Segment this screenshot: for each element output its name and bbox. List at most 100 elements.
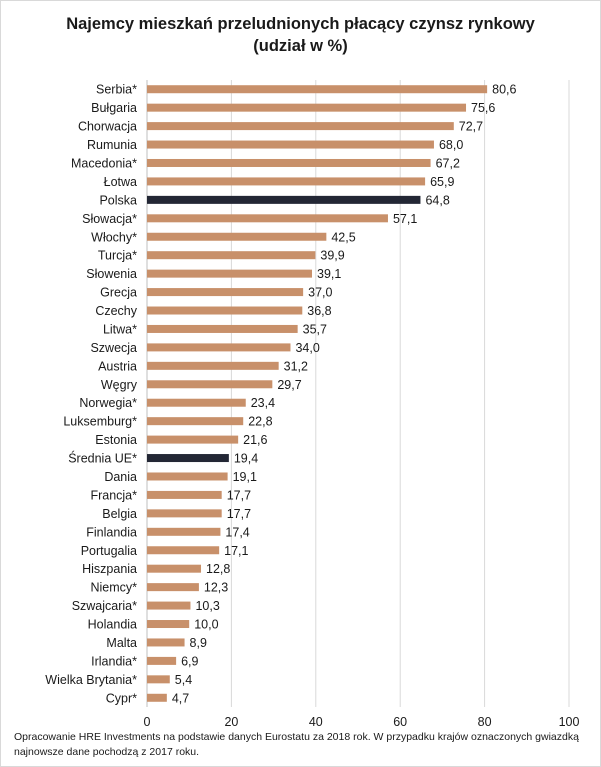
category-label-cypr: Cypr* (106, 691, 137, 705)
category-label-hiszpania: Hiszpania (82, 562, 137, 576)
value-label-czechy: 36,8 (307, 304, 331, 318)
value-label-belgia: 17,7 (227, 507, 251, 521)
x-tick-label-0: 0 (144, 715, 151, 729)
bar-macedonia (147, 158, 431, 167)
category-label-irlandia: Irlandia* (91, 654, 137, 668)
bar-wielka-brytania (147, 675, 170, 684)
value-label-litwa: 35,7 (303, 322, 327, 336)
bar-czechy (147, 306, 303, 315)
value-label-slowacja: 57,1 (393, 212, 417, 226)
value-label-turcja: 39,9 (320, 249, 344, 263)
x-tick-label-100: 100 (559, 715, 580, 729)
bar-rumunia (147, 140, 434, 149)
value-label-niemcy: 12,3 (204, 581, 228, 595)
value-label-hiszpania: 12,8 (206, 562, 230, 576)
x-tick-label-80: 80 (478, 715, 492, 729)
value-label-macedonia: 67,2 (436, 156, 460, 170)
bar-belgia (147, 509, 222, 518)
value-label-lotwa: 65,9 (430, 175, 454, 189)
category-label-srednia-ue: Średnia UE* (68, 451, 137, 466)
category-label-malta: Malta (106, 636, 137, 650)
category-label-niemcy: Niemcy* (90, 581, 137, 595)
value-label-norwegia: 23,4 (251, 396, 275, 410)
x-tick-label-60: 60 (393, 715, 407, 729)
category-label-wegry: Węgry (101, 378, 138, 392)
x-tick-label-20: 20 (224, 715, 238, 729)
x-tick-label-40: 40 (309, 715, 323, 729)
value-label-srednia-ue: 19,4 (234, 452, 258, 466)
category-label-holandia: Holandia (88, 618, 137, 632)
bar-irlandia (147, 656, 177, 665)
bar-chorwacja (147, 122, 454, 131)
category-label-estonia: Estonia (95, 433, 137, 447)
value-label-luksemburg: 22,8 (248, 415, 272, 429)
category-label-szwajcaria: Szwajcaria* (72, 599, 137, 613)
bar-litwa (147, 324, 298, 333)
bar-grecja (147, 288, 304, 297)
value-label-wielka-brytania: 5,4 (175, 673, 192, 687)
category-label-finlandia: Finlandia (86, 525, 137, 539)
bar-bulgaria (147, 103, 467, 112)
category-label-slowenia: Słowenia (86, 267, 137, 281)
bar-dania (147, 472, 228, 481)
bar-norwegia (147, 398, 246, 407)
value-label-szwecja: 34,0 (295, 341, 319, 355)
bar-polska (147, 195, 421, 204)
value-label-polska: 64,8 (425, 193, 449, 207)
category-label-wlochy: Włochy* (91, 230, 137, 244)
value-label-wegry: 29,7 (277, 378, 301, 392)
category-label-turcja: Turcja* (98, 249, 137, 263)
chart-title: Najemcy mieszkań przeludnionych płacący … (66, 15, 535, 33)
value-label-serbia: 80,6 (492, 83, 516, 97)
value-label-bulgaria: 75,6 (471, 101, 495, 115)
value-label-dania: 19,1 (233, 470, 257, 484)
value-label-francja: 17,7 (227, 488, 251, 502)
value-label-portugalia: 17,1 (224, 544, 248, 558)
category-label-lotwa: Łotwa (104, 175, 137, 189)
category-label-norwegia: Norwegia* (79, 396, 137, 410)
value-label-holandia: 10,0 (194, 618, 218, 632)
value-label-chorwacja: 72,7 (459, 120, 483, 134)
category-label-dania: Dania (104, 470, 137, 484)
category-label-litwa: Litwa* (103, 322, 137, 336)
category-label-wielka-brytania: Wielka Brytania* (45, 673, 137, 687)
category-label-slowacja: Słowacja* (82, 212, 137, 226)
bar-lotwa (147, 177, 426, 186)
category-label-belgia: Belgia (102, 507, 137, 521)
category-label-grecja: Grecja (100, 286, 137, 300)
bar-slowenia (147, 269, 313, 278)
category-label-portugalia: Portugalia (81, 544, 137, 558)
bar-szwajcaria (147, 601, 191, 610)
category-label-czechy: Czechy (95, 304, 137, 318)
bar-niemcy (147, 583, 199, 592)
bar-holandia (147, 620, 190, 629)
bar-hiszpania (147, 564, 202, 573)
bar-serbia (147, 85, 488, 94)
value-label-szwajcaria: 10,3 (195, 599, 219, 613)
value-label-finlandia: 17,4 (225, 525, 249, 539)
bar-srednia-ue (147, 454, 229, 463)
category-label-polska: Polska (99, 193, 137, 207)
bar-malta (147, 638, 185, 647)
value-label-austria: 31,2 (284, 359, 308, 373)
bar-francja (147, 490, 222, 499)
category-label-chorwacja: Chorwacja (78, 120, 137, 134)
value-label-irlandia: 6,9 (181, 654, 198, 668)
bar-portugalia (147, 546, 220, 555)
bar-austria (147, 361, 279, 370)
value-label-cypr: 4,7 (172, 691, 189, 705)
bar-wegry (147, 380, 273, 389)
bar-luksemburg (147, 417, 244, 426)
chart-subtitle: (udział w %) (253, 37, 348, 55)
value-label-wlochy: 42,5 (331, 230, 355, 244)
category-label-bulgaria: Bułgaria (91, 101, 137, 115)
bar-szwecja (147, 343, 291, 352)
bar-slowacja (147, 214, 388, 223)
category-label-francja: Francja* (90, 488, 137, 502)
value-label-rumunia: 68,0 (439, 138, 463, 152)
category-label-rumunia: Rumunia (87, 138, 137, 152)
category-label-austria: Austria (98, 359, 137, 373)
value-label-slowenia: 39,1 (317, 267, 341, 281)
value-label-estonia: 21,6 (243, 433, 267, 447)
